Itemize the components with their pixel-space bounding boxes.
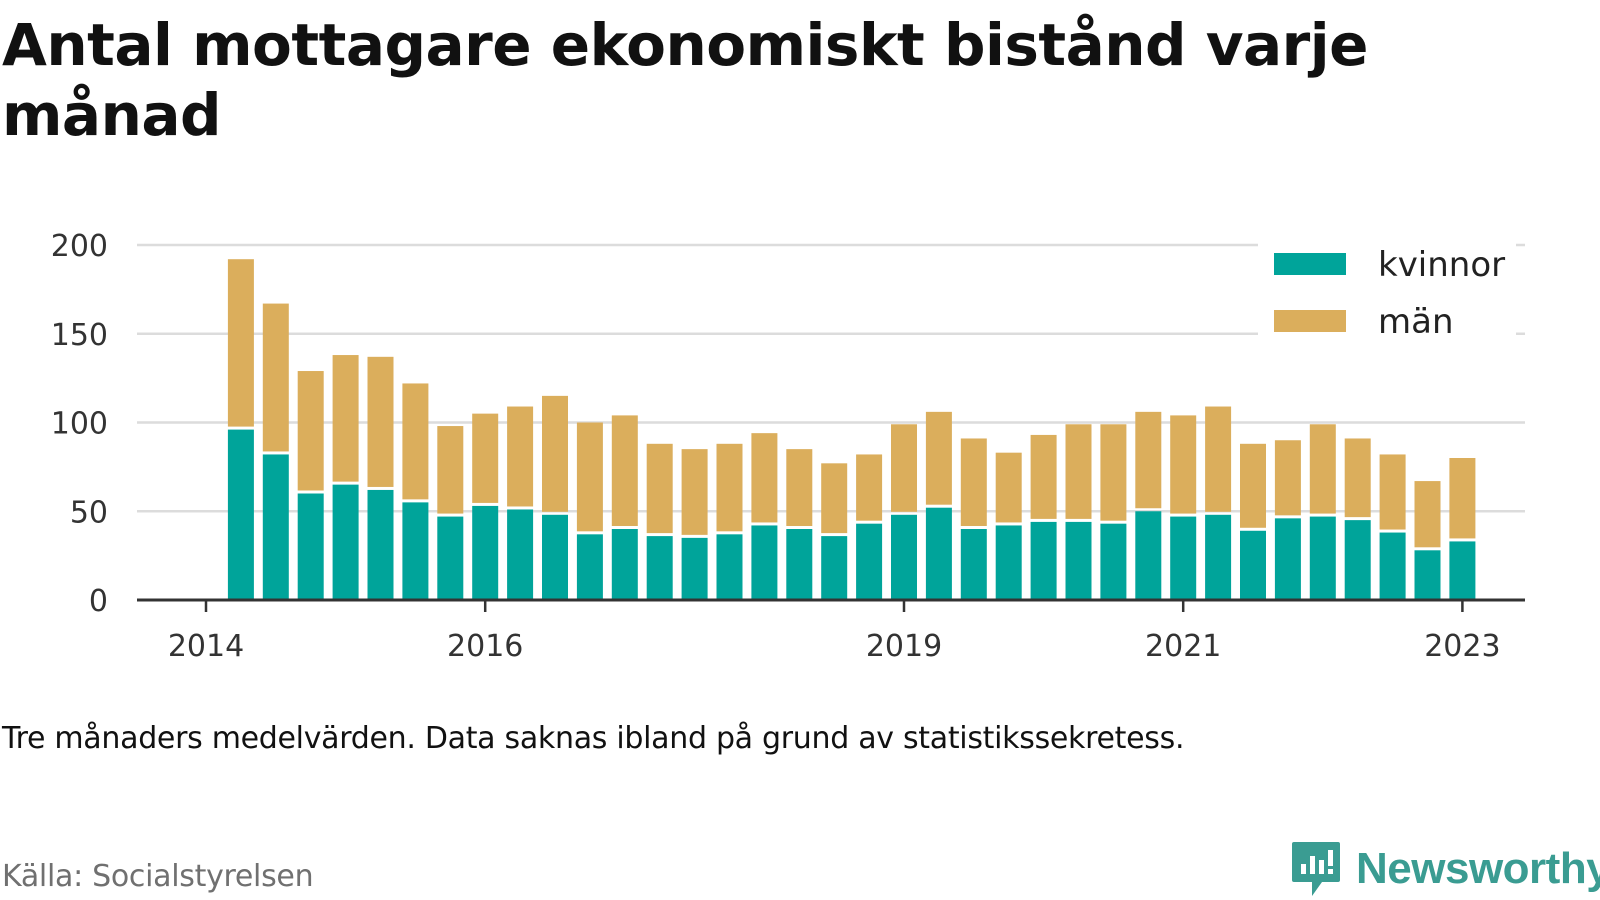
bar-kvinnor [1379,532,1406,600]
bar-kvinnor [402,502,429,600]
bar-kvinnor [437,516,464,600]
bar-man [1414,481,1441,548]
bar-kvinnor [786,529,813,600]
bar-man [1135,411,1162,509]
bar-man [576,422,603,532]
bar-man [1379,454,1406,530]
bar-kvinnor [1274,518,1301,600]
bars [227,259,1476,600]
bar-man [402,383,429,500]
bar-kvinnor [227,429,254,600]
y-tick-label: 200 [51,229,108,264]
bar-kvinnor [821,536,848,600]
x-tick-label: 2016 [447,629,523,664]
bar-kvinnor [297,493,324,600]
bar-kvinnor [1170,516,1197,600]
y-tick-label: 150 [51,318,108,353]
bar-kvinnor [646,536,673,600]
bar-man [925,411,952,505]
bar-kvinnor [1344,520,1371,600]
bar-kvinnor [925,507,952,600]
bar-man [1344,438,1371,518]
x-tick-label: 2014 [168,629,244,664]
bar-man [821,463,848,534]
bar-kvinnor [332,484,359,600]
bar-man [1065,424,1092,519]
bar-man [262,303,289,452]
bar-man [1240,443,1266,528]
bar-man [681,449,708,535]
bar-man [437,426,464,514]
x-tick-label: 2019 [866,629,942,664]
bar-man [297,371,324,491]
bar-man [1030,434,1057,519]
bar-kvinnor [716,534,743,600]
bar-man [227,259,254,427]
bar-man [1100,424,1127,521]
bar-man [891,424,917,512]
source-credit: Källa: Socialstyrelsen [2,859,314,894]
bar-man [472,413,499,503]
bar-man [1309,424,1336,514]
bar-man [856,454,883,521]
legend-label: kvinnor [1378,245,1505,285]
bar-kvinnor [1100,523,1127,600]
bar-kvinnor [995,525,1022,600]
bar-kvinnor [611,529,638,600]
bar-man [332,355,359,482]
x-tick-label: 2021 [1145,629,1221,664]
x-tick-labels: 2014 2016 2019 2021 2023 [168,629,1501,664]
bar-man [751,433,778,523]
bar-kvinnor [751,525,778,600]
bar-kvinnor [262,454,289,600]
legend: kvinnor män [1258,243,1516,342]
bar-kvinnor [1065,521,1092,600]
newsworthy-logo-icon [1292,842,1340,896]
bar-man [1274,440,1301,516]
bar-man [611,415,638,526]
bar-man [786,449,813,526]
brand-name: Newsworthy [1356,844,1600,893]
bar-man [367,356,394,487]
bar-kvinnor [891,514,917,600]
bar-kvinnor [1449,541,1476,600]
y-tick-label: 0 [89,584,108,619]
bar-kvinnor [1414,550,1441,600]
bar-kvinnor [576,534,603,600]
bar-chart: 0 50 100 150 200 2014 2016 2019 2021 2023 kvinno… [51,229,1525,664]
bar-kvinnor [472,505,499,600]
x-tick-label: 2023 [1424,629,1500,664]
bar-man [646,443,673,534]
bar-kvinnor [1205,514,1232,600]
bar-kvinnor [1240,530,1266,600]
bar-kvinnor [856,523,883,600]
chart-note: Tre månaders medelvärden. Data saknas ib… [2,721,1185,756]
legend-swatch [1274,253,1346,275]
legend-swatch [1274,310,1346,332]
bar-man [960,438,987,526]
bar-man [1449,458,1476,539]
legend-label: män [1378,302,1454,342]
brand-logo: Newsworthy [1290,840,1600,898]
bar-kvinnor [960,529,987,600]
y-tick-label: 50 [70,495,108,530]
bar-kvinnor [367,489,394,600]
bar-kvinnor [1030,521,1057,600]
bar-man [507,406,534,507]
bar-man [542,395,568,512]
bar-man [995,452,1022,523]
x-axis [137,598,1525,612]
bar-kvinnor [1135,511,1162,600]
chart-title: Antal mottagare ekonomiskt bistånd varje… [2,11,1369,149]
bar-kvinnor [681,537,708,600]
bar-man [1205,406,1232,512]
bar-man [1170,415,1197,514]
bar-kvinnor [1309,516,1336,600]
bar-kvinnor [507,509,534,600]
y-tick-label: 100 [51,407,108,442]
bar-man [716,443,743,532]
y-axis: 0 50 100 150 200 [51,229,108,619]
bar-kvinnor [542,514,568,600]
